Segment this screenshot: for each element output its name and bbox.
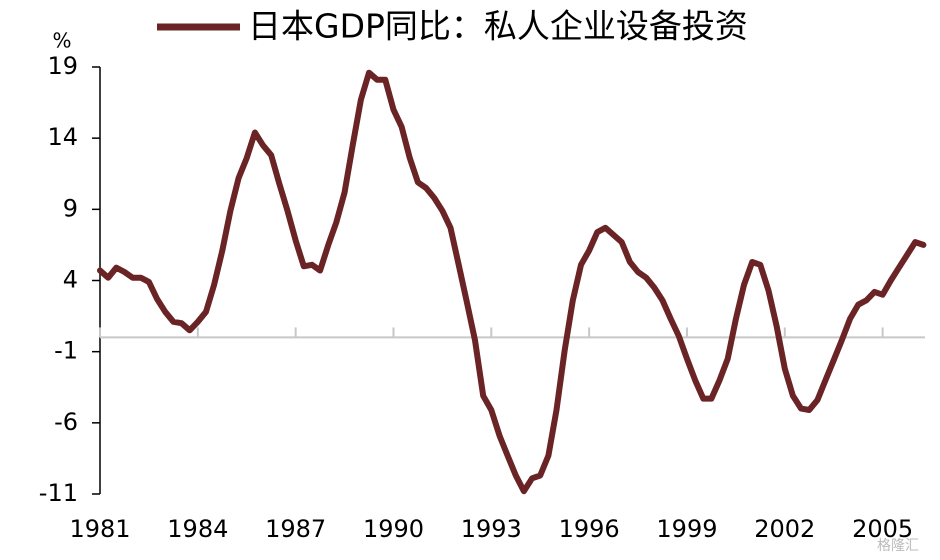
x-tick-label: 2002 [754, 515, 815, 543]
y-tick-label: -6 [54, 408, 78, 436]
y-tick-label: 14 [47, 123, 78, 151]
y-tick-label: 4 [63, 266, 78, 294]
x-tick-label: 1999 [656, 515, 717, 543]
y-tick-label: 19 [47, 52, 78, 80]
x-tick-label: 1996 [559, 515, 620, 543]
data-line [97, 69, 927, 495]
watermark: 格隆汇 [877, 538, 919, 554]
x-tick-label: 1984 [167, 515, 228, 543]
x-tick-label: 1981 [69, 515, 130, 543]
y-tick-label: -11 [39, 479, 78, 507]
legend-label: 日本GDP同比：私人企业设备投资 [248, 7, 748, 46]
x-tick-label: 2005 [852, 515, 913, 543]
x-tick-label: 1987 [265, 515, 326, 543]
y-unit: % [52, 29, 71, 53]
x-tick-label: 1993 [461, 515, 522, 543]
y-tick-label: 9 [63, 194, 78, 222]
y-tick-label: -1 [54, 337, 78, 365]
x-tick-label: 1990 [363, 515, 424, 543]
